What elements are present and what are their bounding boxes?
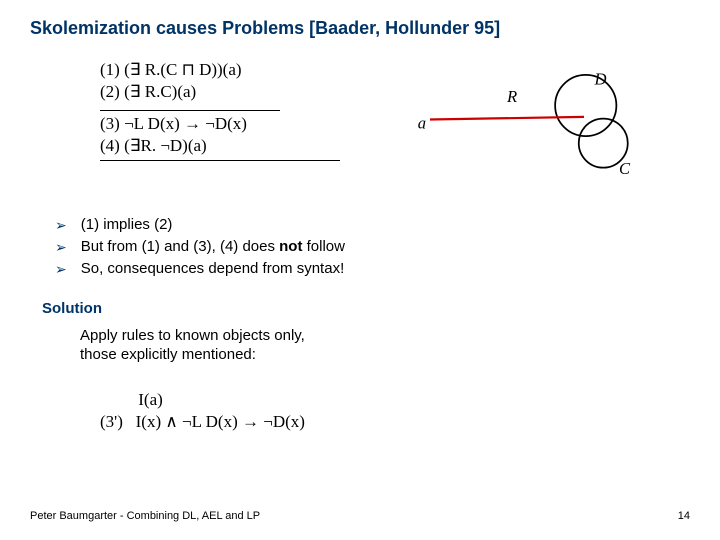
slide-title: Skolemization causes Problems [Baader, H… bbox=[30, 18, 690, 39]
bullet-marker-icon: ➢ bbox=[55, 237, 67, 257]
diagram: a R D C bbox=[395, 60, 675, 200]
formula-2: (2) (∃ R.C)(a) bbox=[100, 82, 370, 102]
bullet-marker-icon: ➢ bbox=[55, 215, 67, 235]
bullet-text-2: But from (1) and (3), (4) does not follo… bbox=[81, 237, 345, 257]
label-d: D bbox=[594, 70, 607, 89]
bullet-item: ➢ So, consequences depend from syntax! bbox=[55, 259, 345, 279]
bullet-list: ➢ (1) implies (2) ➢ But from (1) and (3)… bbox=[55, 215, 345, 281]
formula-block-bottom: I(a) (3') I(x) ∧ ¬L D(x) → ¬D(x) bbox=[100, 390, 305, 434]
label-r: R bbox=[506, 87, 517, 106]
bullet-marker-icon: ➢ bbox=[55, 259, 67, 279]
solution-body: Apply rules to known objects only, those… bbox=[80, 326, 305, 364]
bullet-text: (1) implies (2) bbox=[81, 215, 173, 235]
divider-2 bbox=[100, 160, 340, 162]
bullet-text: So, consequences depend from syntax! bbox=[81, 259, 345, 279]
footer-author: Peter Baumgarter - Combining DL, AEL and… bbox=[30, 510, 260, 522]
formula-1: (1) (∃ R.(C ⊓ D))(a) bbox=[100, 60, 370, 80]
formula-3: (3) ¬L D(x) → ¬D(x) bbox=[100, 114, 370, 134]
bullet-item: ➢ But from (1) and (3), (4) does not fol… bbox=[55, 237, 345, 257]
label-a: a bbox=[418, 113, 426, 132]
formula-b2: (3') I(x) ∧ ¬L D(x) → ¬D(x) bbox=[100, 412, 305, 432]
label-c: C bbox=[619, 159, 631, 178]
formula-block-top: (1) (∃ R.(C ⊓ D))(a) (2) (∃ R.C)(a) (3) … bbox=[100, 60, 370, 158]
formula-b1: I(a) bbox=[100, 390, 305, 410]
page-number: 14 bbox=[678, 510, 690, 522]
solution-line-2: those explicitly mentioned: bbox=[80, 346, 256, 363]
relation-line bbox=[430, 117, 584, 120]
solution-line-1: Apply rules to known objects only, bbox=[80, 327, 305, 344]
divider-1 bbox=[100, 110, 280, 112]
bullet-item: ➢ (1) implies (2) bbox=[55, 215, 345, 235]
solution-heading: Solution bbox=[42, 300, 102, 317]
formula-4: (4) (∃R. ¬D)(a) bbox=[100, 136, 370, 156]
